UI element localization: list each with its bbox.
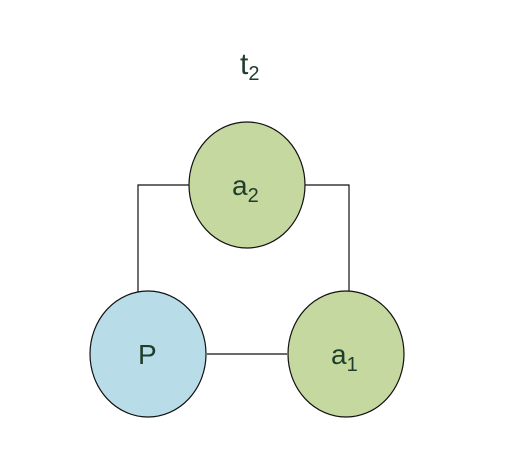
node-p-main: P	[138, 339, 157, 370]
node-a1-main: a	[331, 339, 347, 370]
node-a2-subscript: 2	[248, 185, 259, 207]
node-a2-circle	[188, 121, 306, 249]
node-a2-label: a2	[232, 170, 259, 207]
node-a1: a1	[287, 290, 405, 418]
edge-a2-a1	[305, 184, 350, 294]
node-a2: a2	[188, 121, 306, 249]
diagram-title: t2	[240, 48, 259, 85]
node-p-label: P	[138, 339, 157, 370]
node-a2-main: a	[232, 170, 248, 201]
node-p: P	[89, 290, 207, 418]
edge-a2-p	[137, 184, 189, 294]
title-main: t	[240, 48, 249, 81]
node-a1-subscript: 1	[347, 354, 358, 376]
node-a1-label: a1	[331, 339, 358, 376]
node-a1-circle	[287, 290, 405, 418]
node-p-circle	[89, 290, 207, 418]
title-subscript: 2	[248, 63, 259, 85]
